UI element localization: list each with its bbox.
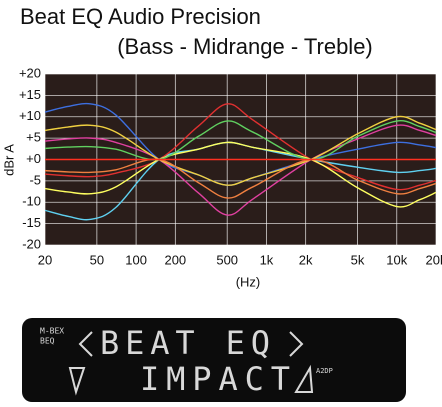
x-tick-label: 1k — [260, 252, 274, 267]
x-tick-label: 20k — [426, 252, 442, 267]
y-tick-label: -20 — [22, 236, 41, 251]
eq-curve — [44, 158, 437, 199]
y-tick-label: -10 — [22, 194, 41, 209]
y-tick-label: -5 — [29, 172, 41, 187]
x-tick-label: 5k — [351, 252, 365, 267]
x-axis-label: (Hz) — [236, 274, 261, 289]
chart-subtitle: (Bass - Midrange - Treble) — [117, 34, 373, 59]
lcd-line1: BEAT EQ — [100, 324, 270, 362]
lcd-arrow-right — [289, 331, 304, 357]
x-tick-label: 200 — [164, 252, 186, 267]
lcd-display: M-BEX BEQ BEAT EQ IMPACT A2DP — [22, 318, 406, 402]
lcd-badge: M-BEX — [40, 327, 64, 336]
lcd-arrow-down — [68, 367, 86, 396]
x-tick-label: 100 — [125, 252, 147, 267]
lcd-arrow — [294, 364, 314, 393]
y-tick-label: +20 — [19, 65, 41, 80]
eq-curve — [44, 103, 437, 191]
x-tick-label: 2k — [299, 252, 313, 267]
y-axis-label: dBr A — [1, 144, 16, 176]
lcd-icon: A2DP — [316, 367, 333, 375]
y-tick-label: +0 — [26, 151, 41, 166]
lcd-arrow-left — [78, 331, 93, 357]
y-tick-label: -15 — [22, 215, 41, 230]
eq-curve — [44, 115, 437, 186]
lcd-panel — [22, 318, 406, 402]
lcd-badge: BEQ — [40, 337, 55, 346]
chart-title: Beat EQ Audio Precision — [20, 4, 261, 29]
y-tick-label: +15 — [19, 87, 41, 102]
x-tick-label: 50 — [90, 252, 104, 267]
y-tick-label: +5 — [26, 130, 41, 145]
eq-curve — [44, 141, 437, 208]
x-tick-label: 500 — [216, 252, 238, 267]
x-tick-label: 20 — [38, 252, 52, 267]
eq-curve — [44, 120, 437, 161]
y-tick-label: +10 — [19, 108, 41, 123]
eq-curve — [44, 124, 437, 216]
x-tick-label: 10k — [386, 252, 407, 267]
